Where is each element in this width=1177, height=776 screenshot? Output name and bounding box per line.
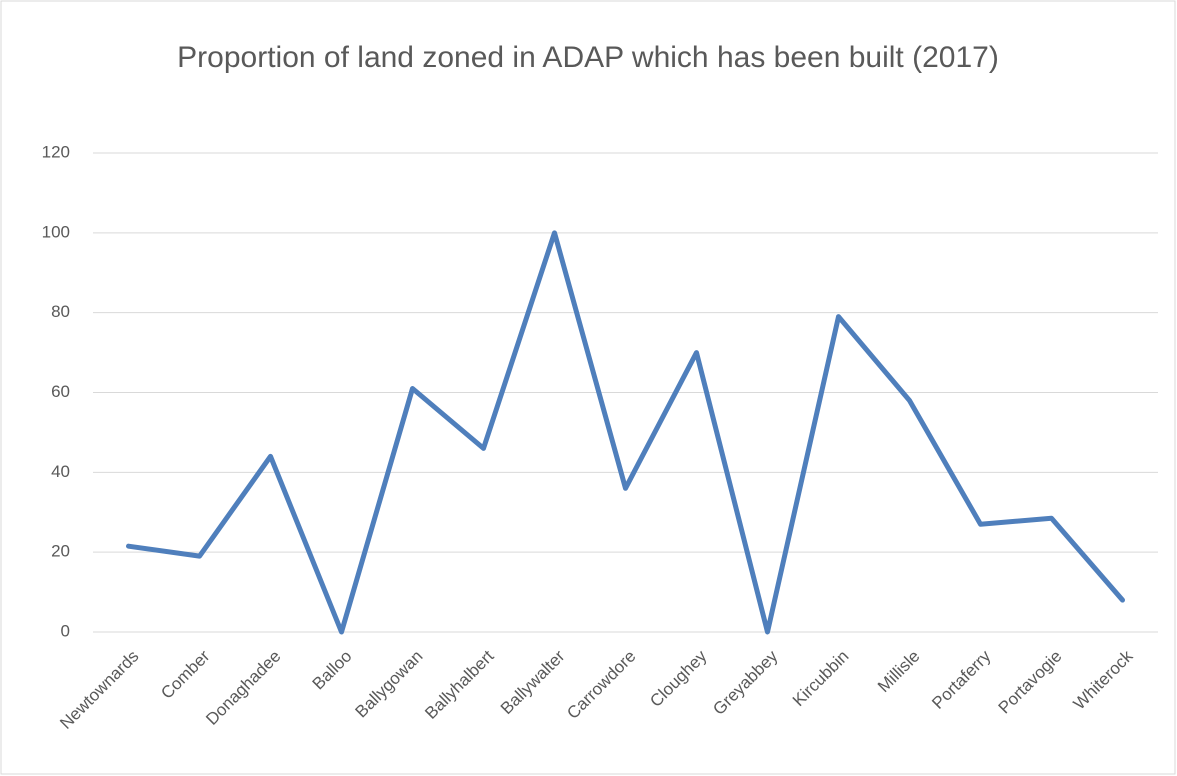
x-tick-label: Comber bbox=[157, 646, 213, 702]
x-tick-label: Donaghadee bbox=[202, 647, 284, 729]
y-tick-label: 120 bbox=[42, 142, 70, 161]
x-tick-label: Kircubbin bbox=[789, 647, 853, 711]
data-line bbox=[126, 230, 1125, 635]
x-tick-label: Greyabbey bbox=[709, 646, 782, 719]
y-tick-label: 60 bbox=[51, 382, 70, 401]
y-tick-label: 40 bbox=[51, 462, 70, 481]
y-tick-label: 20 bbox=[51, 542, 70, 561]
x-tick-label: Cloughey bbox=[646, 646, 711, 711]
y-tick-label: 0 bbox=[61, 621, 70, 640]
y-tick-label: 80 bbox=[51, 302, 70, 321]
x-tick-label: Whiterock bbox=[1070, 646, 1137, 713]
y-tick-label: 100 bbox=[42, 222, 70, 241]
x-tick-label: Newtownards bbox=[56, 647, 142, 733]
x-tick-label: Ballygowan bbox=[352, 647, 427, 722]
x-tick-label: Portavogie bbox=[995, 647, 1066, 718]
x-tick-label: Ballywalter bbox=[497, 646, 569, 718]
x-tick-label: Carrowdore bbox=[563, 647, 639, 723]
x-tick-label: Ballyhalbert bbox=[421, 646, 497, 722]
x-tick-label: Millisle bbox=[874, 647, 923, 696]
x-tick-label: Balloo bbox=[309, 647, 356, 694]
x-tick-label: Portaferry bbox=[928, 646, 995, 713]
chart-title: Proportion of land zoned in ADAP which h… bbox=[177, 41, 999, 74]
